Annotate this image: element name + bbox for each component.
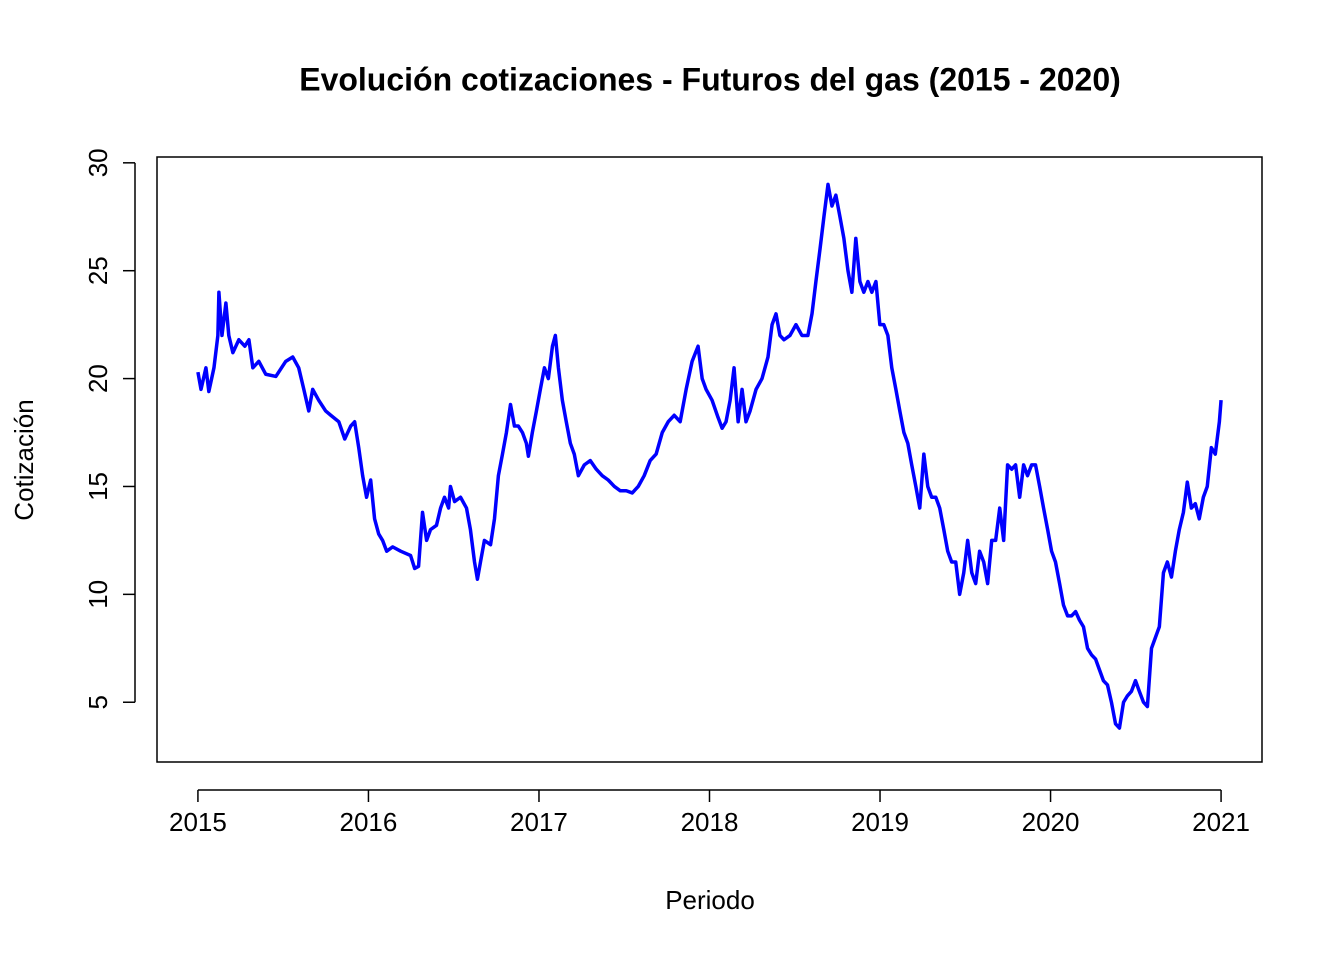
y-tick-label: 15 <box>83 472 113 501</box>
y-tick-label: 10 <box>83 580 113 609</box>
y-tick-label: 25 <box>83 256 113 285</box>
x-tick-label: 2019 <box>851 807 909 837</box>
x-tick-label: 2018 <box>681 807 739 837</box>
chart-title: Evolución cotizaciones - Futuros del gas… <box>299 61 1121 97</box>
y-axis-label: Cotización <box>9 399 39 520</box>
y-tick-label: 20 <box>83 364 113 393</box>
x-tick-label: 2015 <box>169 807 227 837</box>
x-tick-label: 2020 <box>1022 807 1080 837</box>
x-tick-label: 2021 <box>1192 807 1250 837</box>
y-tick-label: 30 <box>83 148 113 177</box>
x-tick-label: 2016 <box>340 807 398 837</box>
x-axis-label: Periodo <box>665 885 755 915</box>
x-tick-label: 2017 <box>510 807 568 837</box>
y-tick-label: 5 <box>83 695 113 709</box>
plot-frame <box>156 156 1263 763</box>
price-line <box>196 182 1223 730</box>
